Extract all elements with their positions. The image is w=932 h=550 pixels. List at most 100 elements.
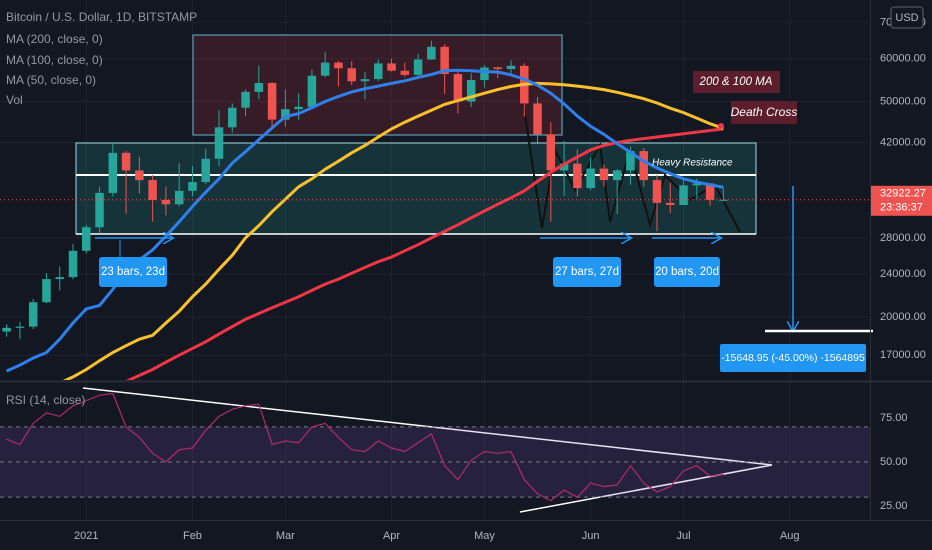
candle-body	[42, 279, 51, 303]
candle-body	[68, 250, 78, 278]
candle-body	[626, 151, 635, 171]
candle-body	[188, 182, 197, 191]
last-price-badge	[871, 185, 932, 216]
y-tick-label: 28000.00	[880, 232, 926, 244]
currency-badge[interactable]	[890, 6, 924, 29]
candle-body	[639, 151, 648, 181]
candle-body	[374, 63, 383, 80]
candle-body	[95, 192, 104, 228]
x-tick-label: Jun	[582, 530, 600, 542]
rsi-pane	[0, 392, 870, 502]
y-tick-label: 75.00	[880, 412, 908, 424]
candle-body	[281, 109, 290, 120]
bars-label: 23 bars, 23d	[101, 266, 165, 278]
x-tick-label: May	[474, 530, 495, 542]
candle-body	[440, 46, 449, 75]
last-price: 32922.27	[880, 188, 926, 200]
candle-body	[201, 158, 210, 183]
rsi-line	[6, 392, 724, 502]
candle-body	[666, 202, 675, 206]
candle-body	[228, 107, 237, 128]
candle-body	[121, 152, 131, 171]
candle-body	[506, 65, 516, 70]
rsi-title: RSI (14, close)	[6, 393, 85, 407]
x-tick-label: Apr	[383, 530, 400, 542]
y-tick-label: 25.00	[880, 500, 908, 512]
candle-body	[573, 163, 582, 189]
candle-body	[294, 106, 303, 110]
candle-body	[652, 180, 662, 203]
y-tick-label: 42000.00	[880, 136, 926, 148]
candle-body	[347, 68, 356, 82]
note-box	[731, 101, 797, 124]
candle-body	[135, 170, 144, 181]
candle-body	[413, 59, 423, 75]
symbol-title: Bitcoin / U.S. Dollar, 1D, BITSTAMP	[6, 10, 197, 24]
candle-body	[108, 152, 118, 193]
y-tick-label: 60000.00	[880, 53, 926, 65]
candle-body	[453, 74, 463, 102]
legend-entry: Vol	[6, 93, 23, 107]
candle-body	[241, 91, 250, 108]
moving-average	[62, 81, 724, 380]
measure-box	[720, 344, 866, 372]
y-tick-label: 24000.00	[880, 268, 926, 280]
bar-timer: 23:36:37	[880, 202, 923, 214]
candle-body	[55, 277, 64, 280]
legend-entry: MA (50, close, 0)	[6, 73, 96, 87]
candle-body	[334, 62, 343, 69]
candle-body	[82, 227, 91, 251]
candle-body	[307, 75, 317, 107]
candle-body	[360, 79, 370, 82]
x-tick-label: Feb	[183, 530, 202, 542]
label-box	[553, 257, 621, 287]
plot	[0, 40, 870, 502]
label-box	[99, 257, 167, 287]
x-tick-label: Aug	[780, 530, 800, 542]
candle-body	[320, 62, 330, 76]
candle-body	[174, 190, 184, 205]
candle-body	[586, 168, 595, 189]
candle-body	[161, 199, 171, 205]
y-tick-label: 50.00	[880, 456, 908, 468]
moving-average	[125, 127, 724, 380]
candle-body	[28, 302, 38, 327]
candle-body	[612, 170, 622, 181]
candle-body	[466, 79, 476, 102]
y-tick-label: 20000.00	[880, 311, 926, 323]
candle-body	[480, 67, 489, 80]
candle-body	[387, 63, 396, 71]
candle-body	[254, 83, 264, 92]
currency[interactable]: USD	[895, 12, 918, 24]
y-tick-label: 50000.00	[880, 95, 926, 107]
candle-body	[427, 46, 436, 60]
candle-body	[2, 327, 11, 332]
axes: 17000.00 20000.00 24000.00 28000.00 42000.00…	[74, 16, 932, 542]
y-tick-label: 17000.00	[880, 349, 926, 361]
x-tick-label: Jul	[677, 530, 691, 542]
candle-body	[214, 127, 224, 159]
x-tick-label: 2021	[74, 530, 98, 542]
candle-body	[705, 183, 715, 200]
rsi-trendline	[519, 464, 773, 513]
candle-body	[400, 70, 410, 75]
candle-body	[15, 326, 25, 328]
x-tick-label: Mar	[276, 530, 295, 542]
resistance-label: Heavy Resistance	[652, 158, 733, 169]
price-pane	[0, 40, 870, 380]
legend-entry: MA (100, close, 0)	[6, 53, 103, 67]
bars-label: 20 bars, 20d	[655, 266, 719, 278]
candle-body	[692, 183, 702, 186]
candle-body	[533, 103, 542, 135]
label-box	[654, 257, 720, 287]
note-label: 200 & 100 MA	[699, 76, 773, 88]
legend-entry: MA (200, close, 0)	[6, 32, 103, 46]
candle-body	[267, 83, 277, 120]
candle-body	[493, 67, 502, 70]
note-label: Death Cross	[731, 105, 798, 119]
candle-body	[679, 185, 688, 206]
note-box	[693, 71, 780, 93]
annotations: 23 bars, 23d 27 bars, 27d 20 bars, 20d H…	[95, 71, 866, 372]
